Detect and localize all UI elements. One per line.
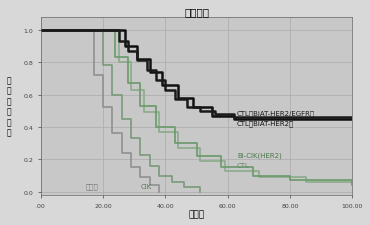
Text: CTL: CTL (237, 162, 250, 168)
X-axis label: 生存期: 生存期 (188, 209, 205, 218)
Text: Bi-CIK(HER2): Bi-CIK(HER2) (237, 152, 282, 159)
Text: CTL（BiAT-HER2）: CTL（BiAT-HER2） (237, 120, 294, 127)
Text: CIK: CIK (140, 183, 152, 189)
Y-axis label: 累
积
生
存
函
数: 累 积 生 存 函 数 (7, 76, 11, 137)
Text: 对照组: 对照组 (86, 183, 99, 189)
Text: CTL（BiAT-HER2/EGFR）: CTL（BiAT-HER2/EGFR） (237, 110, 315, 116)
Title: 生存函数: 生存函数 (184, 7, 209, 17)
